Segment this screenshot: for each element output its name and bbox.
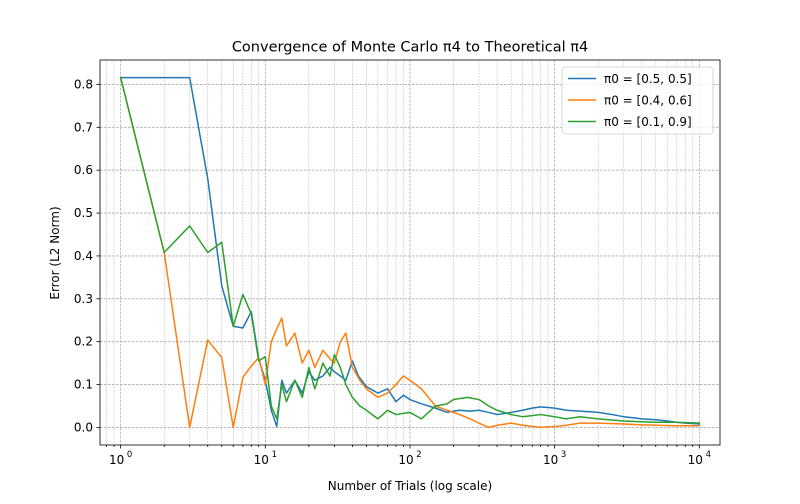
y-tick-label: 0.5 bbox=[74, 206, 93, 220]
legend: π0 = [0.5, 0.5] π0 = [0.4, 0.6] π0 = [0.1,… bbox=[561, 66, 714, 135]
x-tick-label: 10 bbox=[254, 453, 269, 467]
x-axis-label: Number of Trials (log scale) bbox=[328, 479, 492, 493]
y-tick-label: 0.2 bbox=[74, 335, 93, 349]
y-tick-label: 0.6 bbox=[74, 163, 93, 177]
x-tick-exponent: 4 bbox=[706, 450, 711, 460]
legend-label-3: π0 = [0.1, 0.9] bbox=[604, 115, 692, 129]
series-line-3 bbox=[119, 76, 701, 424]
y-tick-label: 0.7 bbox=[74, 120, 93, 134]
legend-box bbox=[561, 66, 714, 135]
legend-label-2: π0 = [0.4, 0.6] bbox=[604, 94, 692, 108]
y-tick-label: 0.8 bbox=[74, 77, 93, 91]
x-tick-label: 10 bbox=[109, 453, 124, 467]
y-tick-label: 0.0 bbox=[74, 420, 93, 434]
x-tick-label: 10 bbox=[688, 453, 703, 467]
legend-label-1: π0 = [0.5, 0.5] bbox=[604, 72, 692, 86]
chart-title: Convergence of Monte Carlo π4 to Theoret… bbox=[232, 40, 588, 56]
x-tick-exponent: 3 bbox=[561, 450, 566, 460]
x-tick-label: 10 bbox=[543, 453, 558, 467]
x-tick-exponent: 0 bbox=[127, 450, 132, 460]
axis-ticks: 10 0 10 1 10 2 10 3 10 40.00.10.20.30.40.50.60.70… bbox=[74, 77, 711, 467]
x-tick-label: 10 bbox=[398, 453, 413, 467]
y-tick-label: 0.1 bbox=[74, 378, 93, 392]
y-axis-label: Error (L2 Norm) bbox=[48, 206, 62, 299]
series-lines bbox=[119, 76, 701, 429]
y-tick-label: 0.3 bbox=[74, 292, 93, 306]
x-tick-exponent: 1 bbox=[272, 450, 277, 460]
x-tick-exponent: 2 bbox=[416, 450, 421, 460]
series-line-2 bbox=[119, 76, 701, 429]
y-tick-label: 0.4 bbox=[74, 249, 93, 263]
